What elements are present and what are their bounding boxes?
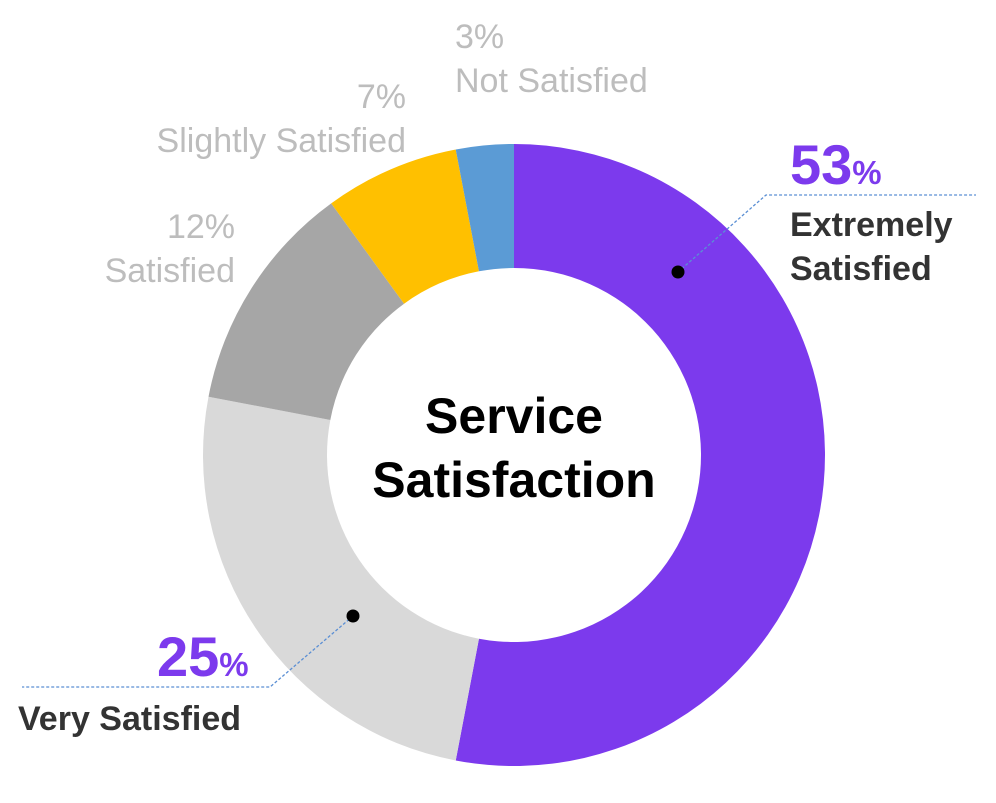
slice-extremely-satisfied: [455, 144, 826, 766]
slice-not-satisfied: [455, 144, 514, 272]
slice-very-satisfied: [203, 396, 479, 761]
center-title-line-1: Service: [425, 388, 603, 444]
label-slightly-satisfied-percent: 7%: [357, 78, 406, 116]
slice-satisfied: [208, 203, 405, 420]
label-extremely-satisfied-percent: 53%: [790, 133, 882, 196]
label-extremely-satisfied-line-2: Satisfied: [790, 250, 932, 288]
center-title-line-2: Satisfaction: [372, 452, 655, 508]
label-slightly-satisfied-text: Slightly Satisfied: [157, 122, 406, 160]
label-not-satisfied-text: Not Satisfied: [455, 62, 648, 100]
labels-layer: 53% Extremely Satisfied 25% Very Satisfied 12…: [18, 18, 976, 738]
label-very-satisfied-text: Very Satisfied: [18, 700, 241, 738]
label-very-satisfied-leader-line: [22, 615, 354, 688]
label-very-satisfied-percent: 25%: [157, 625, 249, 688]
center-title: Service Satisfaction: [372, 388, 655, 508]
label-extremely-satisfied-marker-dot: [671, 265, 685, 279]
slice-slightly-satisfied: [331, 149, 479, 304]
label-extremely-satisfied-line-1: Extremely: [790, 206, 953, 244]
label-satisfied-percent: 12%: [167, 208, 235, 246]
label-very-satisfied-marker-dot: [346, 609, 360, 623]
label-satisfied-text: Satisfied: [105, 252, 235, 290]
label-extremely-satisfied-leader-line: [677, 194, 976, 273]
slices-layer: [203, 144, 826, 766]
label-not-satisfied-percent: 3%: [455, 18, 504, 56]
